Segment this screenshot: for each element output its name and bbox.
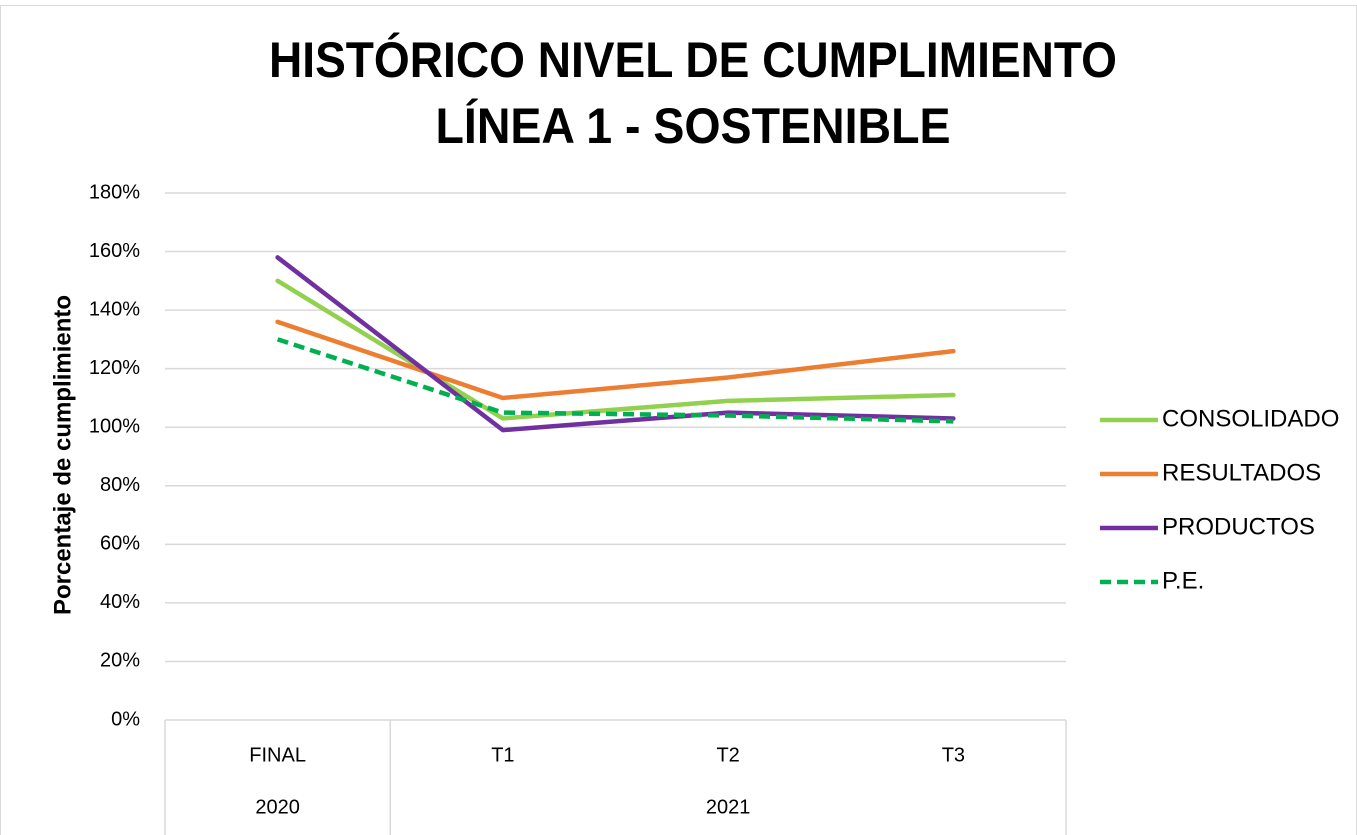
y-tick-label: 20% (100, 650, 140, 672)
chart-title: HISTÓRICO NIVEL DE CUMPLIMIENTO (269, 32, 1117, 88)
y-tick-label: 0% (111, 708, 140, 730)
series-line (275, 278, 956, 421)
y-tick-label: 180% (89, 181, 140, 203)
x-tick-label: T1 (491, 744, 514, 766)
y-tick-label: 100% (89, 416, 140, 438)
x-group-label: 2020 (255, 796, 300, 818)
legend-label: PRODUCTOS (1162, 513, 1315, 540)
legend-label: CONSOLIDADO (1162, 405, 1339, 432)
legend-label: P.E. (1162, 567, 1204, 594)
y-tick-label: 60% (100, 533, 140, 555)
series-line (275, 319, 956, 401)
y-tick-label: 160% (89, 240, 140, 262)
chart-title: LÍNEA 1 - SOSTENIBLE (436, 98, 951, 154)
x-group-label: 2021 (706, 796, 751, 818)
x-tick-label: T2 (716, 744, 739, 766)
y-tick-label: 140% (89, 298, 140, 320)
y-axis-label: Porcentaje de cumplimiento (49, 295, 76, 615)
y-tick-label: 80% (100, 474, 140, 496)
x-tick-label: FINAL (249, 744, 306, 766)
y-tick-label: 120% (89, 357, 140, 379)
x-tick-label: T3 (942, 744, 965, 766)
y-tick-label: 40% (100, 591, 140, 613)
series-line (275, 255, 956, 433)
series-line (276, 337, 954, 424)
legend-label: RESULTADOS (1162, 459, 1321, 486)
